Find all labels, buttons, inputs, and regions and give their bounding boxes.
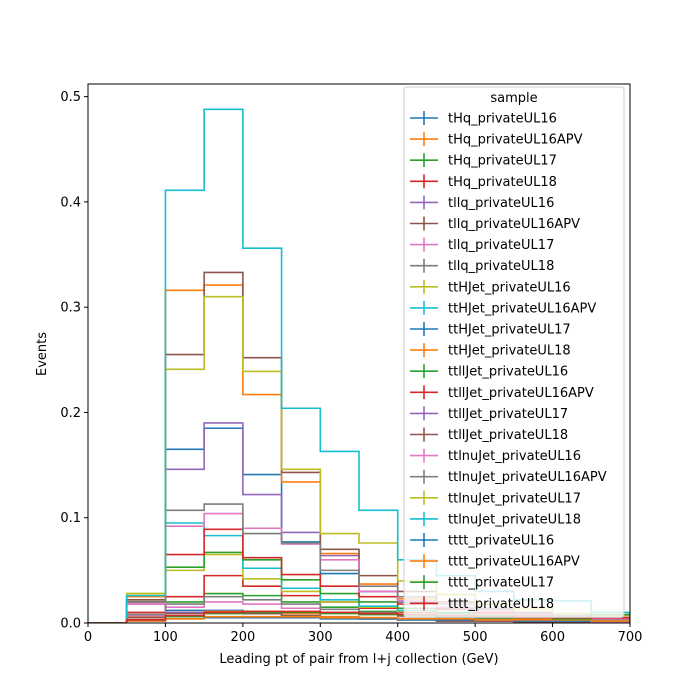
legend-item: ttlnuJet_privateUL18 xyxy=(410,511,581,527)
y-tick-label: 0.5 xyxy=(60,90,81,105)
legend-label: ttlnuJet_privateUL18 xyxy=(448,512,581,527)
x-axis-label: Leading pt of pair from l+j collection (… xyxy=(219,652,498,667)
legend-label: tHq_privateUL16 xyxy=(448,112,557,127)
legend-item: ttllJet_privateUL17 xyxy=(410,406,568,422)
legend-label: ttlnuJet_privateUL16 xyxy=(448,449,581,464)
legend-label: tttt_privateUL16 xyxy=(448,534,554,549)
legend-item: tttt_privateUL17 xyxy=(410,575,554,591)
y-tick-label: 0.4 xyxy=(60,195,81,210)
legend-label: ttHJet_privateUL18 xyxy=(448,344,571,359)
legend-label: ttllJet_privateUL16APV xyxy=(448,386,594,401)
legend-label: tllq_privateUL16APV xyxy=(448,217,580,232)
y-tick-label: 0.3 xyxy=(60,301,81,316)
legend-label: tllq_privateUL17 xyxy=(448,238,554,253)
x-tick-label: 600 xyxy=(540,630,565,645)
legend-item: ttllJet_privateUL16 xyxy=(410,364,568,380)
legend-label: tttt_privateUL17 xyxy=(448,576,554,591)
legend-item: ttllJet_privateUL18 xyxy=(410,427,568,443)
x-tick-label: 500 xyxy=(463,630,488,645)
legend-item: tttt_privateUL18 xyxy=(410,596,554,612)
y-tick-label: 0.0 xyxy=(60,617,81,632)
legend-item: ttlnuJet_privateUL16 xyxy=(410,448,581,464)
legend-label: tHq_privateUL18 xyxy=(448,175,557,190)
legend-item: ttHJet_privateUL16 xyxy=(410,279,571,295)
y-tick-label: 0.1 xyxy=(60,511,81,526)
legend-item: ttHJet_privateUL18 xyxy=(410,343,571,359)
legend-label: tHq_privateUL17 xyxy=(448,154,557,169)
x-tick-label: 200 xyxy=(230,630,255,645)
legend-item: tttt_privateUL16 xyxy=(410,533,554,549)
y-axis-label: Events xyxy=(35,332,50,376)
legend-label: tttt_privateUL16APV xyxy=(448,555,580,570)
legend-item: ttllJet_privateUL16APV xyxy=(410,385,594,401)
x-tick-label: 300 xyxy=(308,630,333,645)
x-tick-label: 0 xyxy=(84,630,92,645)
legend-item: tllq_privateUL17 xyxy=(410,237,554,253)
legend-item: tHq_privateUL16 xyxy=(410,111,557,127)
legend-label: tllq_privateUL18 xyxy=(448,259,554,274)
legend-box xyxy=(403,86,625,618)
legend-label: ttlnuJet_privateUL16APV xyxy=(448,470,607,485)
axes-frame xyxy=(87,83,631,624)
legend-label: ttllJet_privateUL16 xyxy=(448,365,568,380)
legend-label: ttlnuJet_privateUL17 xyxy=(448,491,581,506)
legend: sample tHq_privateUL16 tHq_privateUL16APVt… xyxy=(403,86,625,618)
legend-item: tHq_privateUL18 xyxy=(410,174,557,190)
y-tick-label: 0.2 xyxy=(60,406,81,421)
legend-label: ttllJet_privateUL18 xyxy=(448,428,568,443)
x-tick-label: 400 xyxy=(385,630,410,645)
legend-item: tHq_privateUL17 xyxy=(410,153,557,169)
legend-label: ttHJet_privateUL16 xyxy=(448,280,571,295)
legend-item: tllq_privateUL16 xyxy=(410,195,554,211)
x-tick-label: 700 xyxy=(618,630,643,645)
axes: 0 100 200 300 400 500 600 700 0.0 0.1 0.2 0.3 0.4 0.5 xyxy=(60,83,643,645)
legend-label: ttHJet_privateUL16APV xyxy=(448,301,596,316)
legend-item: tttt_privateUL16APV xyxy=(410,554,580,570)
legend-title: sample xyxy=(490,91,537,106)
legend-label: ttllJet_privateUL17 xyxy=(448,407,568,422)
legend-item: ttHJet_privateUL17 xyxy=(410,322,571,338)
legend-item: tHq_privateUL16APV xyxy=(410,132,583,148)
legend-item: tllq_privateUL16APV xyxy=(410,216,580,232)
legend-label: ttHJet_privateUL17 xyxy=(448,323,571,338)
x-tick-label: 100 xyxy=(153,630,178,645)
legend-label: tHq_privateUL16APV xyxy=(448,133,583,148)
legend-item: ttHJet_privateUL16APV xyxy=(410,300,596,316)
legend-item: tllq_privateUL18 xyxy=(410,258,554,274)
legend-label: tttt_privateUL18 xyxy=(448,597,554,612)
legend-item: ttlnuJet_privateUL17 xyxy=(410,490,581,506)
legend-label: tllq_privateUL16 xyxy=(448,196,554,211)
legend-item: ttlnuJet_privateUL16APV xyxy=(410,469,607,485)
